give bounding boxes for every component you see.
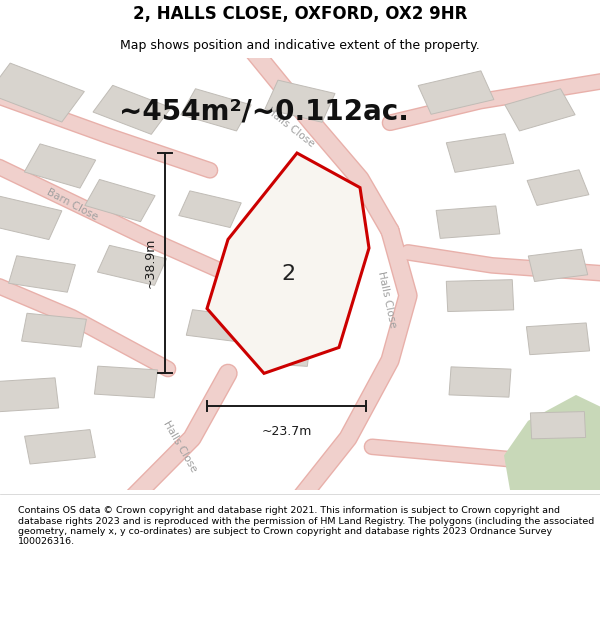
Polygon shape	[207, 153, 369, 373]
Polygon shape	[528, 249, 588, 281]
Polygon shape	[0, 63, 85, 122]
Polygon shape	[265, 80, 335, 122]
Text: Contains OS data © Crown copyright and database right 2021. This information is : Contains OS data © Crown copyright and d…	[18, 506, 594, 546]
Text: Barn Close: Barn Close	[45, 188, 99, 222]
Text: ~454m²/~0.112ac.: ~454m²/~0.112ac.	[119, 98, 409, 126]
Polygon shape	[245, 204, 307, 240]
Polygon shape	[446, 279, 514, 311]
Text: Halls Close: Halls Close	[161, 419, 199, 474]
Text: ~38.9m: ~38.9m	[143, 238, 157, 288]
Text: 2, HALLS CLOSE, OXFORD, OX2 9HR: 2, HALLS CLOSE, OXFORD, OX2 9HR	[133, 6, 467, 24]
Polygon shape	[0, 378, 59, 412]
Polygon shape	[446, 134, 514, 172]
Polygon shape	[22, 313, 86, 347]
Text: Map shows position and indicative extent of the property.: Map shows position and indicative extent…	[120, 39, 480, 52]
Polygon shape	[254, 337, 310, 366]
Polygon shape	[94, 366, 158, 398]
Polygon shape	[8, 256, 76, 292]
Polygon shape	[0, 196, 62, 239]
Polygon shape	[526, 323, 590, 354]
Text: 2: 2	[281, 264, 295, 284]
Polygon shape	[504, 395, 600, 490]
Polygon shape	[418, 71, 494, 114]
Polygon shape	[85, 179, 155, 222]
Text: ~23.7m: ~23.7m	[262, 425, 311, 438]
Polygon shape	[25, 144, 95, 188]
Text: Halls Close: Halls Close	[376, 271, 398, 329]
Polygon shape	[436, 206, 500, 238]
Polygon shape	[179, 191, 241, 228]
Polygon shape	[505, 89, 575, 131]
Polygon shape	[530, 412, 586, 439]
Polygon shape	[93, 86, 171, 134]
Polygon shape	[449, 367, 511, 397]
Polygon shape	[186, 310, 246, 342]
Polygon shape	[527, 170, 589, 206]
Text: Halls Close: Halls Close	[265, 106, 317, 149]
Polygon shape	[181, 89, 251, 131]
Polygon shape	[25, 429, 95, 464]
Polygon shape	[97, 246, 167, 286]
